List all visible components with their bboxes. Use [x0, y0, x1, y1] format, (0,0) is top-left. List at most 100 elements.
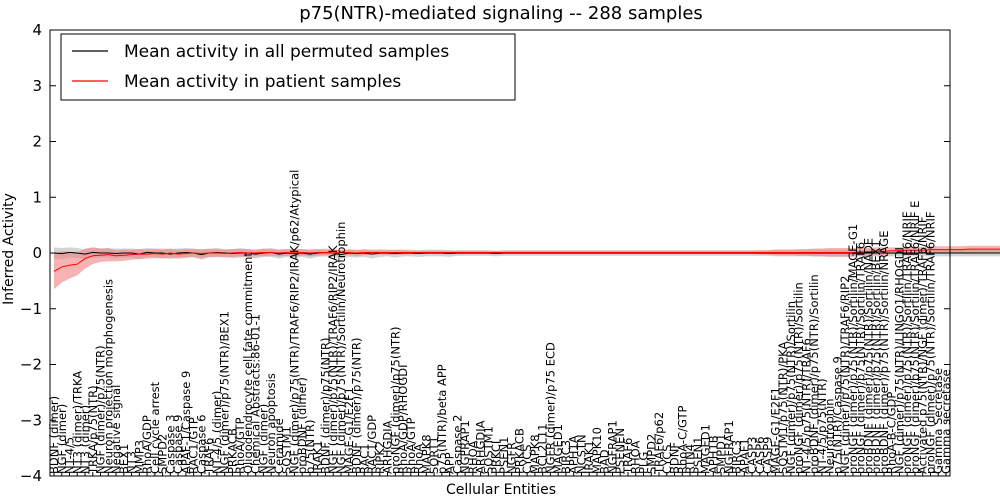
category-label: RHOA — [466, 441, 480, 474]
category-label: MAPK10 — [590, 427, 604, 474]
category-label: Caspase 2 — [450, 415, 464, 474]
category-label: NGFR (dimer)/p75 ECD — [543, 342, 557, 474]
category-label: proNGF (dimer)/p75(NTR)/Sortilin/MAGE-G1 — [846, 224, 860, 474]
category-label: ARHGDIA — [381, 420, 395, 474]
category-label: CASP3 — [745, 437, 759, 474]
category-label: proBDNF (dimer)/p75(NTR)/Sortilin/NADE — [861, 238, 875, 474]
category-label: SMPD1 — [714, 434, 728, 474]
category-label: NGF (dimer)/p75(NTR) — [94, 345, 108, 474]
category-label: proNGF (dimer)/p75(NTR)/Sortilin/TRAF6/N… — [900, 212, 914, 474]
category-label: APAF-1/Caspase 9 — [179, 371, 193, 474]
category-label: proNGF (dimer)/p75(NTR)/Sortilin/TRAF6 — [854, 242, 868, 474]
category-label: PSEN1 — [691, 437, 705, 474]
category-label: Caspase 6 — [194, 415, 208, 474]
category-label: Negative signal — [109, 385, 123, 474]
legend-label-permuted: Mean activity in all permuted samples — [124, 42, 449, 62]
category-label: NGFRAP1 — [458, 420, 472, 474]
category-label: APH1B — [706, 435, 720, 474]
category-label: MAGED1 — [699, 424, 713, 474]
category-label: proBDNF (dimer)/p75(NTR)/Sortilin/NRAGE — [877, 231, 891, 474]
category-label: Neurotrophin — [823, 398, 837, 474]
category-label: APH1A — [567, 435, 581, 474]
category-label: proNGF (dimer)/p75(NTR)/Sortilin/TRAF6/N… — [908, 201, 922, 474]
category-label: PSEN1 — [497, 437, 511, 474]
category-label: NGFR — [505, 442, 519, 474]
category-label: proBDNF (dimer)/p75(NTR)/Sortilin — [807, 274, 821, 474]
category-label: NT-4/5/p75(NTR)/TRAF6 — [799, 338, 813, 474]
category-label: NGF (dimer)/p75(NTR)/LINGO1/RHOGDI — [892, 247, 906, 474]
category-label: MAPK8 — [419, 434, 433, 474]
category-label: Activated p75(NTR)/NGF (dimer)/TRAF6/NRI… — [916, 217, 930, 474]
category-label: p75(NTR)/beta APP — [435, 364, 449, 474]
category-label: SQSTM1 — [481, 426, 495, 474]
legend: Mean activity in all permuted samples Me… — [60, 33, 516, 101]
category-label: PRKACB — [512, 428, 526, 474]
category-label: proNGF (dimer)/p75(NTR)/Sortilin — [792, 282, 806, 474]
category-label: RhoA/GTP — [233, 417, 247, 474]
category-label: RHOA — [629, 441, 643, 474]
category-label: NT3 (dimer)/TRKA — [70, 371, 84, 474]
category-label: SQSTM1 — [280, 426, 294, 474]
category-label: APP — [443, 452, 457, 474]
y-tick-label: 1 — [32, 188, 42, 206]
category-label: TRKA/p75(NTR) — [86, 385, 100, 475]
category-label: RhoA/GTP — [404, 417, 418, 474]
category-label: RTN4 — [683, 444, 697, 474]
category-label: BDNF (dimer)/p75(NTR) — [318, 338, 332, 475]
category-label: PRKACB — [225, 428, 239, 474]
category-label: CYCS — [520, 444, 534, 474]
category-label: NGF (dimer) — [55, 404, 69, 474]
series-lines — [53, 248, 1000, 272]
category-label: BDNF — [668, 442, 682, 474]
x-axis-label: Cellular Entities — [446, 482, 556, 498]
category-label: RhoA-B-C/GDP — [885, 392, 899, 474]
category-label: Ceramide — [272, 418, 286, 474]
category-label: NGF (dimer)/p75(NTR)/Sortilin — [784, 301, 798, 474]
category-label: NGF (dimer)/p75(NTR)/TRAF6/RIP2/IRAK — [326, 245, 340, 474]
category-label: NCSTN — [574, 434, 588, 474]
category-label: NGF (dimer)/p75(NTR)/TRAF6/RIP2 — [838, 276, 852, 474]
category-label: APAF1 — [737, 438, 751, 474]
category-label: RhoA-C/GTP — [675, 405, 689, 474]
category-label: BDNF (dimer)/p75(NTR) — [350, 338, 364, 475]
category-label: Caspase 3 — [163, 415, 177, 474]
y-tick-label: −2 — [20, 356, 42, 374]
category-label: TRAF6 — [202, 438, 216, 475]
category-label: CYCS — [660, 444, 674, 474]
category-label: proBDNF (dimer) — [295, 377, 309, 474]
category-label: BCL2L11 — [536, 424, 550, 474]
category-label: Cell cycle arrest — [148, 381, 162, 474]
category-label: NT-4/5/p75(NTR) — [815, 378, 829, 474]
category-label: TRAF6/p62 — [652, 412, 666, 475]
category-label: BEX1 — [117, 444, 131, 474]
category-label: NGFRAP1 — [722, 420, 736, 474]
y-axis-ticks: −4 −3 −2 −1 0 1 2 3 4 — [20, 21, 950, 485]
category-label: CASP9 — [761, 437, 775, 474]
category-label: SQSTM1/p75(NTR)/PKA — [776, 342, 790, 474]
category-label: NT-4/5 (dimer) — [210, 391, 224, 474]
category-label: RhoA/GDP — [140, 415, 154, 474]
y-tick-label: −1 — [20, 300, 42, 318]
category-label: Neuron apoptosis — [264, 373, 278, 474]
category-label: BIRC3 — [559, 440, 573, 474]
category-label: PSENEN — [613, 428, 627, 474]
category-label: Neuron projection morphogenesis — [101, 279, 115, 474]
category-label: NT3 (dimer) — [78, 405, 92, 474]
legend-box — [60, 33, 516, 101]
category-label: proNGF (dimer)/p75(NTR) — [388, 327, 402, 474]
category-label: NT-4/5 — [63, 437, 77, 474]
category-label: RAC1 — [357, 443, 371, 474]
category-label: Chemical Abstracts:86-01-1 — [249, 314, 263, 474]
y-tick-label: 0 — [32, 244, 42, 262]
category-label: RAC1/GDP — [365, 415, 379, 474]
category-label: BIRC3 — [730, 440, 744, 474]
category-label: BAD — [598, 449, 612, 474]
category-label: NGF (dimer)/p75(NTR)/BEX1 — [218, 311, 232, 474]
y-tick-label: 4 — [32, 21, 42, 39]
chart-title: p75(NTR)-mediated signaling -- 288 sampl… — [299, 3, 703, 24]
category-label: TRAF6 — [621, 438, 635, 475]
y-tick-label: −3 — [20, 411, 42, 429]
category-label: SORT1 — [427, 436, 441, 474]
category-label: proBDNF (dimer)/p75(NTR)/Sortilin/BEX1 — [869, 240, 883, 474]
